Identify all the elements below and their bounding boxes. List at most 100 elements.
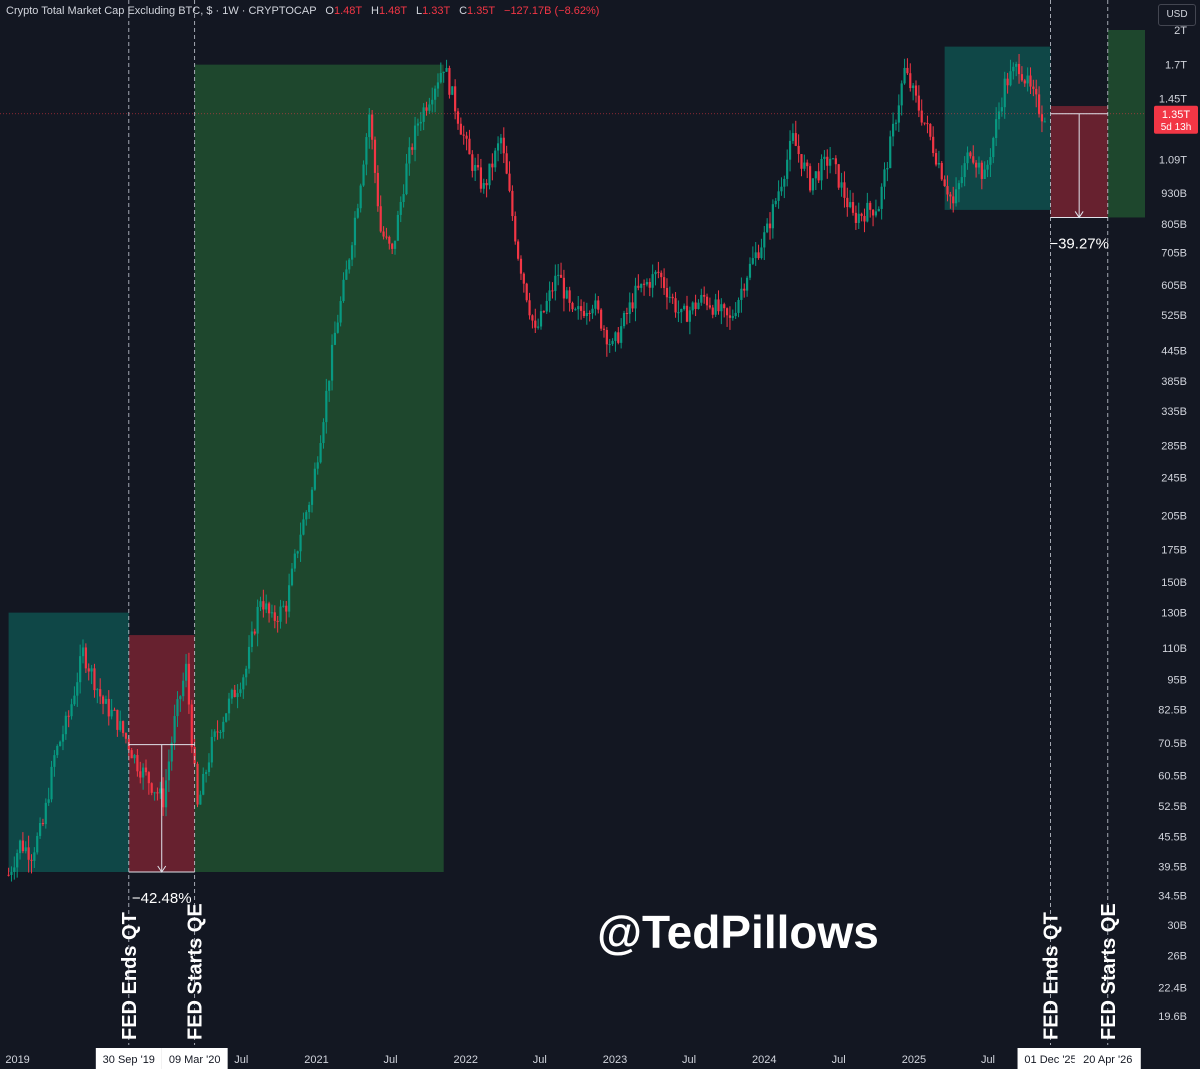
- candle-body: [548, 290, 551, 301]
- candle-body: [84, 647, 87, 669]
- candle-body: [648, 282, 651, 288]
- candle-body: [611, 340, 614, 345]
- y-tick-label: 30B: [1167, 920, 1187, 932]
- candle-body: [539, 311, 543, 327]
- candle-body: [288, 585, 291, 612]
- candle-body: [308, 504, 311, 513]
- candle-body: [190, 704, 193, 748]
- event-date-box-0: [95, 1048, 162, 1069]
- candle-body: [81, 647, 85, 657]
- x-tick-label: 2023: [603, 1054, 627, 1066]
- candle-body: [239, 689, 242, 694]
- candle-body: [130, 750, 133, 759]
- candle-body: [717, 299, 720, 312]
- candle-body: [725, 308, 729, 316]
- candle-body: [751, 258, 754, 264]
- candle-body: [139, 771, 142, 778]
- candle-body: [554, 275, 557, 292]
- candle-body: [700, 294, 703, 303]
- event-label-1: FED Starts QE: [185, 903, 207, 1040]
- candle-body: [439, 72, 442, 83]
- candle-body: [634, 285, 637, 309]
- candle-body: [18, 840, 22, 854]
- candle-body: [579, 306, 583, 311]
- candle-body: [863, 215, 866, 222]
- candle-body: [113, 709, 116, 711]
- candle-body: [880, 186, 883, 209]
- candle-body: [997, 111, 1001, 120]
- zone-qt-3: [944, 46, 1051, 210]
- candle-body: [253, 631, 256, 634]
- candle-body: [1006, 78, 1009, 86]
- candle-body: [133, 755, 136, 759]
- candle-body: [917, 95, 920, 111]
- candle-body: [27, 847, 30, 860]
- candle-body: [411, 147, 414, 150]
- candle-body: [413, 125, 417, 150]
- candle-body: [577, 306, 580, 310]
- candle-body: [454, 86, 457, 112]
- candle-body: [909, 73, 912, 89]
- candle-body: [883, 169, 886, 187]
- candle-body: [325, 390, 328, 423]
- event-date-box-2: [1017, 1048, 1084, 1069]
- candle-body: [926, 123, 929, 125]
- candle-body: [59, 741, 62, 747]
- symbol-title[interactable]: Crypto Total Market Cap Excluding BTC, $…: [6, 5, 317, 17]
- symbol-header: Crypto Total Market Cap Excluding BTC, $…: [6, 5, 599, 17]
- low-value: 1.33T: [422, 5, 450, 17]
- candle-body: [957, 183, 961, 190]
- candle-body: [153, 792, 156, 794]
- candle-body: [966, 152, 969, 164]
- candle-body: [30, 859, 33, 861]
- candle-body: [892, 123, 895, 137]
- candle-body: [50, 766, 53, 800]
- candle-body: [1000, 107, 1003, 112]
- candle-body: [353, 217, 357, 246]
- candle-body: [746, 277, 749, 291]
- candle-body: [665, 287, 669, 298]
- candle-body: [385, 236, 388, 238]
- y-tick-label: 605B: [1161, 280, 1187, 292]
- candle-body: [445, 68, 448, 72]
- y-tick-label: 245B: [1161, 473, 1187, 485]
- candle-body: [542, 311, 545, 313]
- candle-body: [10, 871, 13, 875]
- candle-body: [940, 162, 943, 180]
- candle-body: [236, 693, 239, 698]
- currency-button[interactable]: USD: [1158, 4, 1196, 26]
- candle-body: [671, 296, 674, 299]
- candle-body: [937, 162, 940, 165]
- candle-body: [373, 139, 377, 173]
- y-tick-label: 39.5B: [1158, 862, 1187, 874]
- candle-body: [823, 156, 826, 159]
- y-tick-label: 705B: [1161, 247, 1187, 259]
- open-value: 1.48T: [333, 5, 362, 17]
- candle-body: [851, 202, 855, 213]
- candle-body: [900, 83, 903, 106]
- candle-body: [946, 186, 949, 195]
- y-tick-label: 805B: [1161, 219, 1187, 231]
- candle-body: [93, 668, 96, 691]
- candle-body: [494, 150, 497, 168]
- candle-body: [777, 191, 780, 201]
- candle-body: [16, 853, 19, 868]
- candle-body: [348, 259, 351, 270]
- y-tick-label: 2T: [1174, 25, 1187, 37]
- x-tick-label: 2022: [454, 1054, 478, 1066]
- candle-body: [531, 315, 534, 321]
- candle-body: [476, 165, 480, 168]
- candle-body: [617, 332, 620, 343]
- candle-body: [545, 300, 548, 312]
- candle-body: [170, 742, 173, 762]
- candle-body: [107, 698, 110, 717]
- y-tick-label: 175B: [1161, 544, 1187, 556]
- candle-body: [328, 380, 331, 391]
- candle-body: [551, 290, 554, 292]
- candle-body: [64, 715, 67, 735]
- candle-body: [502, 137, 505, 154]
- candle-body: [820, 158, 823, 181]
- candle-body: [963, 163, 966, 178]
- candle-body: [889, 136, 892, 169]
